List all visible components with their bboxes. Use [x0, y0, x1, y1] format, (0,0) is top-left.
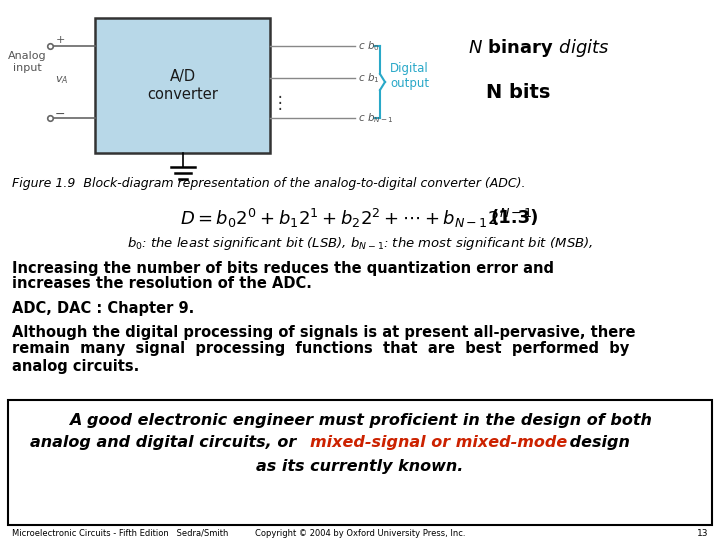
FancyBboxPatch shape	[95, 18, 270, 153]
Text: ⋮: ⋮	[271, 94, 288, 112]
Text: c $b_1$: c $b_1$	[358, 71, 379, 85]
Text: Figure 1.9  Block-diagram representation of the analog-to-digital converter (ADC: Figure 1.9 Block-diagram representation …	[12, 177, 526, 190]
Text: input: input	[13, 63, 41, 73]
Text: $v_A$: $v_A$	[55, 74, 68, 86]
Text: mixed-signal or mixed-mode: mixed-signal or mixed-mode	[310, 435, 567, 450]
Text: as its currently known.: as its currently known.	[256, 458, 464, 474]
Text: (1.3): (1.3)	[490, 209, 539, 227]
Text: Analog: Analog	[8, 51, 46, 61]
Text: Increasing the number of bits reduces the quantization error and: Increasing the number of bits reduces th…	[12, 260, 554, 275]
Text: N bits: N bits	[486, 83, 550, 102]
Text: Copyright © 2004 by Oxford University Press, Inc.: Copyright © 2004 by Oxford University Pr…	[255, 529, 465, 537]
FancyBboxPatch shape	[8, 400, 712, 525]
Text: analog and digital circuits, or: analog and digital circuits, or	[30, 435, 302, 450]
Text: Microelectronic Circuits - Fifth Edition   Sedra/Smith: Microelectronic Circuits - Fifth Edition…	[12, 529, 228, 537]
Text: ADC, DAC : Chapter 9.: ADC, DAC : Chapter 9.	[12, 300, 194, 315]
Text: $N$ binary $digits$: $N$ binary $digits$	[468, 37, 610, 59]
Text: $D = b_0 2^0 + b_1 2^1 + b_2 2^2 + \cdots + b_{N-1} 2^{N-1}$: $D = b_0 2^0 + b_1 2^1 + b_2 2^2 + \cdot…	[180, 206, 533, 230]
Text: 13: 13	[696, 529, 708, 537]
Text: Digital
output: Digital output	[390, 62, 429, 90]
Text: design: design	[564, 435, 630, 450]
Text: analog circuits.: analog circuits.	[12, 359, 139, 374]
Text: increases the resolution of the ADC.: increases the resolution of the ADC.	[12, 276, 312, 292]
Text: A/D
converter: A/D converter	[147, 69, 218, 102]
Text: c $b_0$: c $b_0$	[358, 39, 379, 53]
Text: $b_0$: the least significant bit (LSB), $b_{N-1}$: the most significant bit (MSB: $b_0$: the least significant bit (LSB), …	[127, 235, 593, 253]
Text: A good electronic engineer must proficient in the design of both: A good electronic engineer must proficie…	[68, 413, 652, 428]
Text: remain  many  signal  processing  functions  that  are  best  performed  by: remain many signal processing functions …	[12, 341, 629, 356]
Text: −: −	[55, 107, 66, 120]
Text: c $b_{N-1}$: c $b_{N-1}$	[358, 111, 394, 125]
Text: +: +	[55, 35, 65, 45]
Text: Although the digital processing of signals is at present all-pervasive, there: Although the digital processing of signa…	[12, 325, 636, 340]
